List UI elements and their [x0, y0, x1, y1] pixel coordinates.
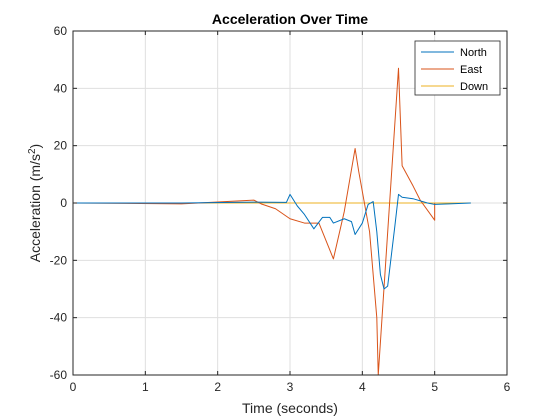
y-axis-title: Acceleration (m/s2)	[27, 144, 43, 262]
y-axis-title-superscript: 2	[27, 148, 38, 154]
y-tick-label: 40	[54, 81, 68, 95]
y-axis-title-main: Acceleration (m/s	[27, 154, 43, 262]
y-tick-label: -60	[50, 368, 68, 382]
x-tick-label: 4	[359, 380, 366, 394]
x-tick-label: 1	[142, 380, 149, 394]
legend-label-down: Down	[460, 81, 488, 93]
y-axis-title-close: )	[27, 144, 43, 149]
plot-series	[72, 67, 471, 376]
y-tick-label: -40	[50, 311, 68, 325]
axis-ticks: 0 1 2 3 4 5 6 -60 -40 -20 0 20 40 60	[50, 24, 511, 394]
x-tick-label: 0	[70, 380, 77, 394]
x-tick-label: 2	[214, 380, 221, 394]
x-tick-label: 3	[287, 380, 294, 394]
x-tick-label: 5	[431, 380, 438, 394]
series-line-north	[73, 193, 471, 290]
x-tick-label: 6	[504, 380, 511, 394]
series-line-east	[72, 67, 436, 376]
y-tick-label: -20	[50, 253, 68, 267]
y-tick-label: 20	[54, 139, 68, 153]
y-tick-label: 0	[60, 196, 67, 210]
chart-title: Acceleration Over Time	[212, 11, 368, 27]
legend: North East Down	[414, 40, 501, 96]
legend-label-north: North	[460, 47, 487, 59]
y-tick-label: 60	[54, 24, 68, 38]
legend-label-east: East	[460, 64, 482, 76]
x-axis-title: Time (seconds)	[242, 400, 338, 416]
